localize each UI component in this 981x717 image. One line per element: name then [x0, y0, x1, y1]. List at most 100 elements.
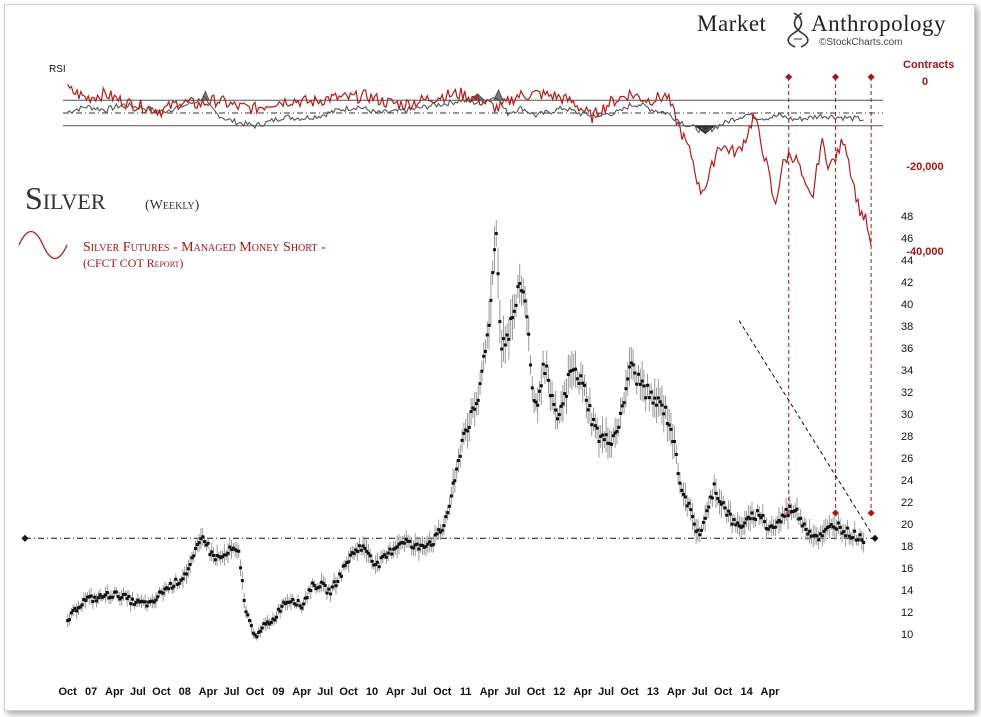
price-close-mark: [138, 600, 142, 604]
price-close-mark: [424, 544, 428, 548]
price-close-mark: [397, 542, 401, 546]
price-close-mark: [122, 592, 126, 596]
price-close-mark: [239, 566, 243, 570]
price-close-mark: [755, 509, 759, 513]
price-close-mark: [566, 373, 570, 377]
price-close-mark: [206, 541, 210, 545]
price-close-mark: [518, 282, 522, 286]
price-closes: [66, 231, 866, 639]
price-close-mark: [177, 581, 181, 585]
price-close-mark: [370, 559, 374, 563]
price-close-mark: [374, 563, 378, 567]
price-close-mark: [307, 588, 311, 592]
price-close-mark: [624, 387, 628, 391]
managed-money-short-line: [67, 84, 872, 246]
price-close-mark: [543, 371, 547, 375]
price-close-mark: [483, 349, 487, 353]
price-close-mark: [257, 630, 261, 634]
price-close-mark: [768, 525, 772, 529]
price-close-mark: [545, 364, 549, 368]
price-close-mark: [827, 525, 831, 529]
price-close-mark: [195, 543, 199, 547]
price-close-mark: [384, 555, 388, 559]
price-close-mark: [93, 595, 97, 599]
time-tick-label: Oct: [433, 686, 452, 698]
price-close-mark: [199, 537, 203, 541]
price-close-mark: [635, 382, 639, 386]
price-close-mark: [273, 618, 277, 622]
price-close-mark: [759, 516, 763, 520]
price-close-mark: [325, 591, 329, 595]
price-close-mark: [201, 535, 205, 539]
price-close-mark: [586, 408, 590, 412]
price-tick-label: 36: [901, 343, 913, 355]
chart-frame: Market Anthropology ©StockCharts.com RSI…: [4, 4, 975, 711]
price-close-mark: [395, 545, 399, 549]
contracts-axis: 0 -20,000 -40,000: [906, 76, 943, 258]
price-close-mark: [221, 555, 225, 559]
price-close-mark: [410, 545, 414, 549]
price-close-mark: [249, 624, 253, 628]
price-close-mark: [536, 403, 540, 407]
time-tick-label: Apr: [292, 686, 312, 698]
price-close-mark: [111, 595, 115, 599]
price-close-mark: [797, 517, 801, 521]
price-close-mark: [269, 621, 273, 625]
price-close-mark: [595, 426, 599, 430]
price-close-mark: [674, 452, 678, 456]
rsi-line: [67, 95, 864, 134]
price-close-mark: [347, 560, 351, 564]
price-close-mark: [528, 363, 532, 367]
price-close-mark: [453, 479, 457, 483]
price-close-mark: [487, 323, 491, 327]
price-close-mark: [718, 500, 722, 504]
price-close-mark: [727, 509, 731, 513]
price-close-mark: [188, 563, 192, 567]
price-close-mark: [809, 534, 813, 538]
price-close-mark: [606, 441, 610, 445]
price-tick-label: 44: [901, 255, 913, 267]
price-close-mark: [671, 440, 675, 444]
price-close-mark: [653, 396, 657, 400]
price-close-mark: [577, 381, 581, 385]
price-close-mark: [676, 472, 680, 476]
price-close-mark: [388, 547, 392, 551]
price-close-mark: [392, 547, 396, 551]
contracts-tick-label: -20,000: [906, 161, 943, 173]
support-marker-right: [871, 534, 879, 542]
price-close-mark: [840, 531, 844, 535]
price-close-mark: [689, 508, 693, 512]
price-close-mark: [546, 378, 550, 382]
price-close-mark: [638, 382, 642, 386]
price-close-mark: [91, 599, 95, 603]
price-close-mark: [696, 528, 700, 532]
contracts-tick-label: -40,000: [906, 246, 943, 258]
price-close-mark: [161, 591, 165, 595]
price-close-mark: [129, 602, 133, 606]
price-close-mark: [489, 298, 493, 302]
price-close-mark: [507, 337, 511, 341]
price-close-mark: [383, 553, 387, 557]
price-close-mark: [554, 408, 558, 412]
price-close-mark: [354, 548, 358, 552]
price-close-mark: [69, 611, 73, 615]
price-close-mark: [775, 520, 779, 524]
price-close-mark: [262, 622, 266, 626]
price-close-mark: [329, 592, 333, 596]
price-close-mark: [294, 603, 298, 607]
price-close-mark: [230, 547, 234, 551]
price-close-mark: [312, 583, 316, 587]
price-close-mark: [599, 434, 603, 438]
price-close-mark: [244, 610, 248, 614]
time-tick-label: 14: [740, 686, 753, 698]
price-close-mark: [289, 600, 293, 604]
chart-title: Silver: [25, 180, 106, 216]
price-close-mark: [258, 629, 262, 633]
event-marker-top: [832, 73, 840, 81]
price-close-mark: [512, 309, 516, 313]
event-marker-top: [867, 73, 875, 81]
price-close-mark: [745, 517, 749, 521]
price-close-mark: [604, 433, 608, 437]
price-close-mark: [305, 596, 309, 600]
price-close-mark: [386, 551, 390, 555]
